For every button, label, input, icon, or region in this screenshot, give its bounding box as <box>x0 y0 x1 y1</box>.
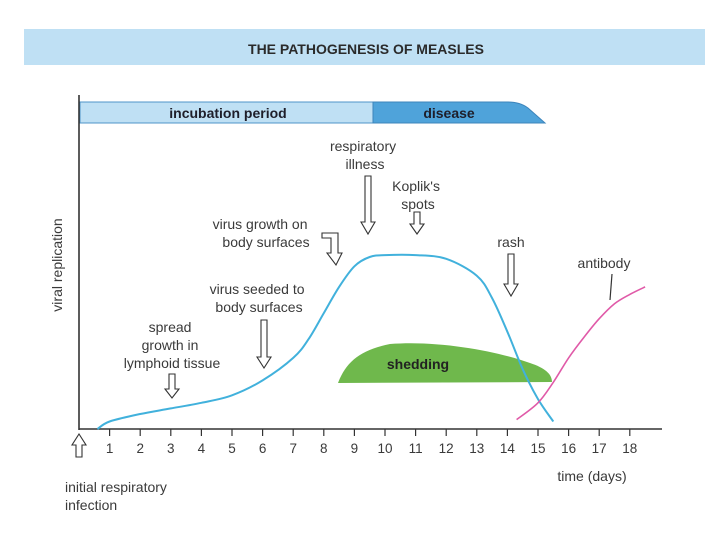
x-tick-label: 1 <box>106 441 114 456</box>
virus-growth-arrow <box>321 232 343 267</box>
respiratory-illness-label: respiratory illness <box>330 138 400 172</box>
spread-growth-arrow <box>163 373 181 399</box>
x-tick-label: 2 <box>136 441 144 456</box>
disease-label: disease <box>423 105 475 121</box>
x-tick-label: 7 <box>289 441 297 456</box>
x-tick-label: 10 <box>377 441 392 456</box>
x-tick-label: 6 <box>259 441 267 456</box>
x-tick-label: 5 <box>228 441 236 456</box>
x-tick-label: 8 <box>320 441 328 456</box>
title-banner <box>24 29 705 65</box>
rash-label: rash <box>497 234 524 250</box>
antibody-label: antibody <box>578 255 631 271</box>
antibody-pointer <box>609 273 613 301</box>
respiratory-illness-arrow <box>360 175 376 236</box>
virus-seeded-label: virus seeded to body surfaces <box>210 281 309 315</box>
x-tick-label: 4 <box>198 441 206 456</box>
virus-seeded-arrow <box>255 319 273 370</box>
rash-arrow <box>503 253 519 298</box>
x-tick-label: 15 <box>530 441 545 456</box>
disease-bar <box>372 101 547 124</box>
kopliks-spots-arrow <box>408 211 426 235</box>
initial-infection-label: initial respiratory infection <box>65 479 171 513</box>
x-tick-label: 9 <box>351 441 359 456</box>
x-tick-label: 18 <box>622 441 637 456</box>
x-tick-label: 16 <box>561 441 576 456</box>
shedding-label: shedding <box>387 356 449 372</box>
y-axis-label: viral replication <box>49 218 65 311</box>
x-tick-label: 13 <box>469 441 484 456</box>
spread-growth-label: spread growth in lymphoid tissue <box>124 319 221 371</box>
x-tick-label: 3 <box>167 441 175 456</box>
x-axis-ticks: 1 2 3 4 5 6 7 8 9 10 11 12 13 14 15 16 17 18 <box>106 429 637 456</box>
kopliks-spots-label: Koplik's spots <box>392 178 444 212</box>
incubation-period-label: incubation period <box>169 105 286 121</box>
viral-replication-curve <box>96 253 555 430</box>
x-tick-label: 17 <box>592 441 607 456</box>
initial-infection-arrow <box>70 432 88 458</box>
x-tick-label: 14 <box>500 441 516 456</box>
x-tick-label: 11 <box>409 441 423 456</box>
diagram-title: THE PATHOGENESIS OF MEASLES <box>248 41 484 57</box>
x-axis-label: time (days) <box>557 468 626 484</box>
x-tick-label: 12 <box>439 441 454 456</box>
shedding-area <box>338 343 552 383</box>
antibody-curve <box>516 286 646 421</box>
virus-growth-label: virus growth on body surfaces <box>213 216 312 250</box>
